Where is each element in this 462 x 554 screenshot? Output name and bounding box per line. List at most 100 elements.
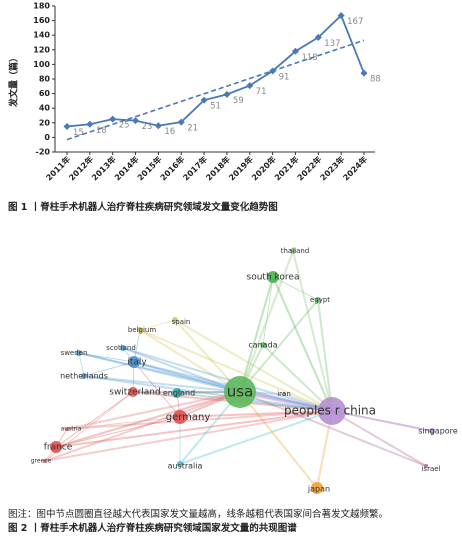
node xyxy=(429,428,435,434)
node xyxy=(50,441,62,453)
node xyxy=(424,464,428,468)
edge xyxy=(239,276,274,393)
edge xyxy=(179,410,333,465)
node xyxy=(224,376,256,408)
node xyxy=(267,271,279,283)
node-label: spain xyxy=(172,318,191,326)
edge xyxy=(139,319,176,331)
trend-line xyxy=(66,39,365,141)
node-label: peoples r china xyxy=(284,404,376,418)
trend-chart: 发文量（篇） -20 0 20 40 60 80 100 120 140 160 180 15 18 25… xyxy=(8,2,381,183)
node-label: japan xyxy=(307,485,330,494)
x-tick-label: 2020年 xyxy=(249,154,277,182)
data-label: 23 xyxy=(142,122,153,132)
edge xyxy=(83,375,333,412)
edge xyxy=(78,352,135,363)
edge xyxy=(44,410,333,462)
edge xyxy=(66,416,181,430)
x-tick-label: 2021年 xyxy=(272,154,300,182)
x-tick-label: 2022年 xyxy=(295,154,323,182)
edge xyxy=(55,410,333,448)
node-label: egypt xyxy=(310,296,330,304)
edge xyxy=(239,250,294,393)
figure-note: 图注：图中节点圆圈直径越大代表国家发文量越高，线条越粗代表国家间合著发文越频繁。 xyxy=(8,509,389,520)
data-label: 118 xyxy=(301,53,317,63)
network-diagram: usa peoples r china south korea thailand egy… xyxy=(31,247,458,494)
edge xyxy=(66,391,241,430)
edge xyxy=(139,329,333,412)
node-label: switzerland xyxy=(109,388,160,398)
figure-caption: 图 1 丨脊柱手术机器人治疗脊柱疾病研究领域发文量变化趋势图 xyxy=(8,202,278,213)
data-label: 59 xyxy=(233,96,244,106)
y-axis-title: 发文量（篇） xyxy=(8,53,20,108)
data-point xyxy=(337,11,345,19)
edge xyxy=(317,299,333,412)
data-label: 51 xyxy=(210,102,221,112)
edge xyxy=(239,299,319,393)
node-label: italy xyxy=(127,358,147,368)
data-point xyxy=(360,69,368,77)
node xyxy=(43,459,47,463)
edge xyxy=(139,329,241,393)
node xyxy=(260,342,266,348)
data-line xyxy=(66,13,365,128)
node-label: iran xyxy=(277,390,291,398)
data-point xyxy=(200,96,208,104)
node-label: greece xyxy=(31,458,52,465)
edge xyxy=(262,344,333,412)
y-tick-label: 80 xyxy=(39,75,51,84)
node xyxy=(282,392,286,396)
edge xyxy=(272,276,319,301)
data-label: 167 xyxy=(347,17,363,27)
node xyxy=(173,410,187,424)
node xyxy=(120,345,126,351)
edge xyxy=(83,361,135,377)
edge xyxy=(331,410,433,432)
data-point xyxy=(291,47,299,55)
data-label: 88 xyxy=(370,75,381,85)
edge xyxy=(176,392,333,412)
node-label: france xyxy=(44,443,73,453)
node-label: scotland xyxy=(106,344,136,352)
node-label: netherlands xyxy=(60,372,108,381)
data-point xyxy=(63,122,71,130)
y-tick-label: 120 xyxy=(33,45,50,54)
node xyxy=(128,356,140,368)
edge xyxy=(174,319,333,412)
edge xyxy=(331,410,427,467)
edge xyxy=(78,352,333,412)
edge xyxy=(133,361,241,393)
x-tick-label: 2013年 xyxy=(89,154,117,182)
x-tick-label: 2012年 xyxy=(67,154,95,182)
node-label: sweden xyxy=(61,349,88,357)
x-tick-label: 2019年 xyxy=(226,154,254,182)
node-label: usa xyxy=(227,383,254,401)
node-label: england xyxy=(163,389,195,398)
edge xyxy=(44,391,241,462)
data-label: 21 xyxy=(187,124,198,134)
edge xyxy=(174,319,241,393)
data-point xyxy=(86,120,94,128)
node-label: south korea xyxy=(247,273,300,283)
y-tick-label: 60 xyxy=(39,89,51,98)
edge xyxy=(83,375,241,393)
node xyxy=(65,427,69,431)
y-tick-label: 0 xyxy=(44,133,50,142)
data-label: 71 xyxy=(256,87,267,97)
edge xyxy=(239,391,427,467)
edge xyxy=(122,347,333,412)
node-label: israel xyxy=(421,465,440,473)
data-point xyxy=(177,118,185,126)
edge xyxy=(292,250,333,412)
figure-caption: 图 2 丨脊柱手术机器人治疗脊柱疾病研究领域国家发文量的共现图谱 xyxy=(8,523,297,534)
x-tick-label: 2018年 xyxy=(204,154,232,182)
data-label: 25 xyxy=(119,121,130,131)
edge xyxy=(122,347,241,393)
y-tick-label: 140 xyxy=(33,31,50,40)
edge xyxy=(179,410,333,418)
y-tick-label: 20 xyxy=(39,118,51,127)
node-label: canada xyxy=(248,341,277,350)
node xyxy=(315,297,321,303)
x-tick-label: 2023年 xyxy=(318,154,346,182)
